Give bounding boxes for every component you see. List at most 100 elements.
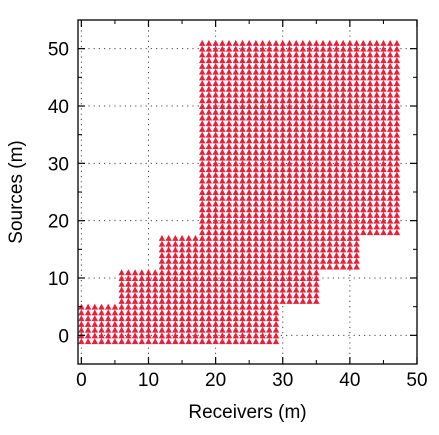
data-point bbox=[152, 332, 159, 339]
data-point bbox=[245, 125, 253, 132]
data-point bbox=[185, 269, 192, 276]
data-point bbox=[225, 62, 233, 69]
data-point bbox=[266, 97, 273, 104]
data-point bbox=[393, 154, 401, 161]
data-point bbox=[232, 51, 239, 58]
data-point bbox=[386, 217, 394, 224]
data-point bbox=[360, 200, 367, 207]
data-point bbox=[373, 223, 380, 230]
data-point bbox=[212, 160, 219, 167]
data-point bbox=[198, 309, 206, 316]
data-point bbox=[339, 108, 347, 115]
data-point bbox=[259, 275, 266, 281]
data-point bbox=[366, 206, 374, 213]
data-point bbox=[346, 108, 354, 115]
data-point bbox=[306, 280, 313, 287]
data-point bbox=[225, 154, 233, 161]
data-point bbox=[346, 246, 354, 253]
data-point bbox=[286, 85, 293, 92]
data-point bbox=[252, 131, 260, 138]
data-point bbox=[279, 68, 286, 75]
data-point bbox=[306, 62, 313, 69]
data-point bbox=[225, 85, 233, 92]
data-point bbox=[313, 125, 320, 132]
data-point bbox=[366, 131, 374, 138]
data-point bbox=[225, 103, 233, 109]
data-point bbox=[299, 257, 307, 264]
data-point bbox=[266, 39, 273, 46]
data-point bbox=[313, 269, 320, 276]
data-point bbox=[366, 217, 374, 224]
data-point bbox=[286, 91, 293, 98]
data-point bbox=[259, 80, 266, 87]
data-point bbox=[158, 320, 166, 327]
data-point bbox=[245, 177, 253, 184]
data-point bbox=[84, 320, 92, 327]
data-point bbox=[286, 45, 293, 52]
data-point bbox=[131, 286, 139, 293]
data-point bbox=[232, 315, 239, 322]
data-point bbox=[266, 68, 273, 75]
data-point bbox=[239, 315, 246, 322]
data-point bbox=[299, 91, 307, 98]
data-point bbox=[205, 160, 213, 167]
data-point bbox=[245, 103, 253, 109]
data-point bbox=[232, 125, 239, 132]
data-point bbox=[346, 234, 354, 241]
data-point bbox=[266, 160, 273, 167]
data-point bbox=[339, 194, 347, 201]
data-point bbox=[346, 217, 354, 224]
data-point bbox=[212, 91, 219, 98]
data-point bbox=[245, 97, 253, 104]
data-point bbox=[306, 194, 313, 201]
data-point bbox=[232, 120, 239, 127]
data-point bbox=[219, 252, 226, 259]
data-point bbox=[326, 120, 333, 127]
data-point bbox=[172, 234, 179, 241]
data-point bbox=[313, 183, 320, 190]
data-point bbox=[272, 263, 280, 270]
data-point bbox=[198, 131, 206, 138]
data-point bbox=[212, 171, 219, 178]
data-point bbox=[239, 292, 246, 299]
data-point bbox=[279, 57, 286, 64]
data-point bbox=[239, 326, 246, 333]
data-point bbox=[313, 246, 320, 253]
data-point bbox=[158, 338, 166, 345]
data-point bbox=[225, 91, 233, 98]
data-point bbox=[259, 103, 266, 109]
data-point bbox=[239, 177, 246, 184]
data-point bbox=[319, 143, 327, 150]
data-point bbox=[366, 103, 374, 109]
data-point bbox=[205, 68, 213, 75]
data-point bbox=[225, 303, 233, 310]
data-point bbox=[380, 211, 387, 218]
data-point bbox=[333, 148, 340, 155]
data-point bbox=[380, 166, 387, 173]
data-point bbox=[219, 57, 226, 64]
data-point bbox=[319, 200, 327, 207]
data-point bbox=[333, 223, 340, 230]
data-point bbox=[219, 297, 226, 304]
x-tick-label: 30 bbox=[272, 370, 293, 391]
data-point bbox=[212, 286, 219, 293]
data-point bbox=[386, 85, 394, 92]
data-point bbox=[360, 160, 367, 167]
data-point bbox=[306, 45, 313, 52]
data-point bbox=[393, 74, 401, 81]
data-point bbox=[198, 57, 206, 64]
data-point bbox=[205, 91, 213, 98]
data-point bbox=[272, 137, 280, 144]
data-point bbox=[158, 292, 166, 299]
data-point bbox=[299, 39, 307, 46]
data-point bbox=[225, 51, 233, 58]
data-point bbox=[225, 229, 233, 236]
data-point bbox=[346, 189, 354, 195]
data-point bbox=[252, 275, 260, 281]
data-point bbox=[185, 297, 192, 304]
data-point bbox=[198, 332, 206, 339]
data-point bbox=[366, 108, 374, 115]
data-point bbox=[192, 338, 199, 345]
data-point bbox=[333, 80, 340, 87]
data-point bbox=[252, 62, 260, 69]
